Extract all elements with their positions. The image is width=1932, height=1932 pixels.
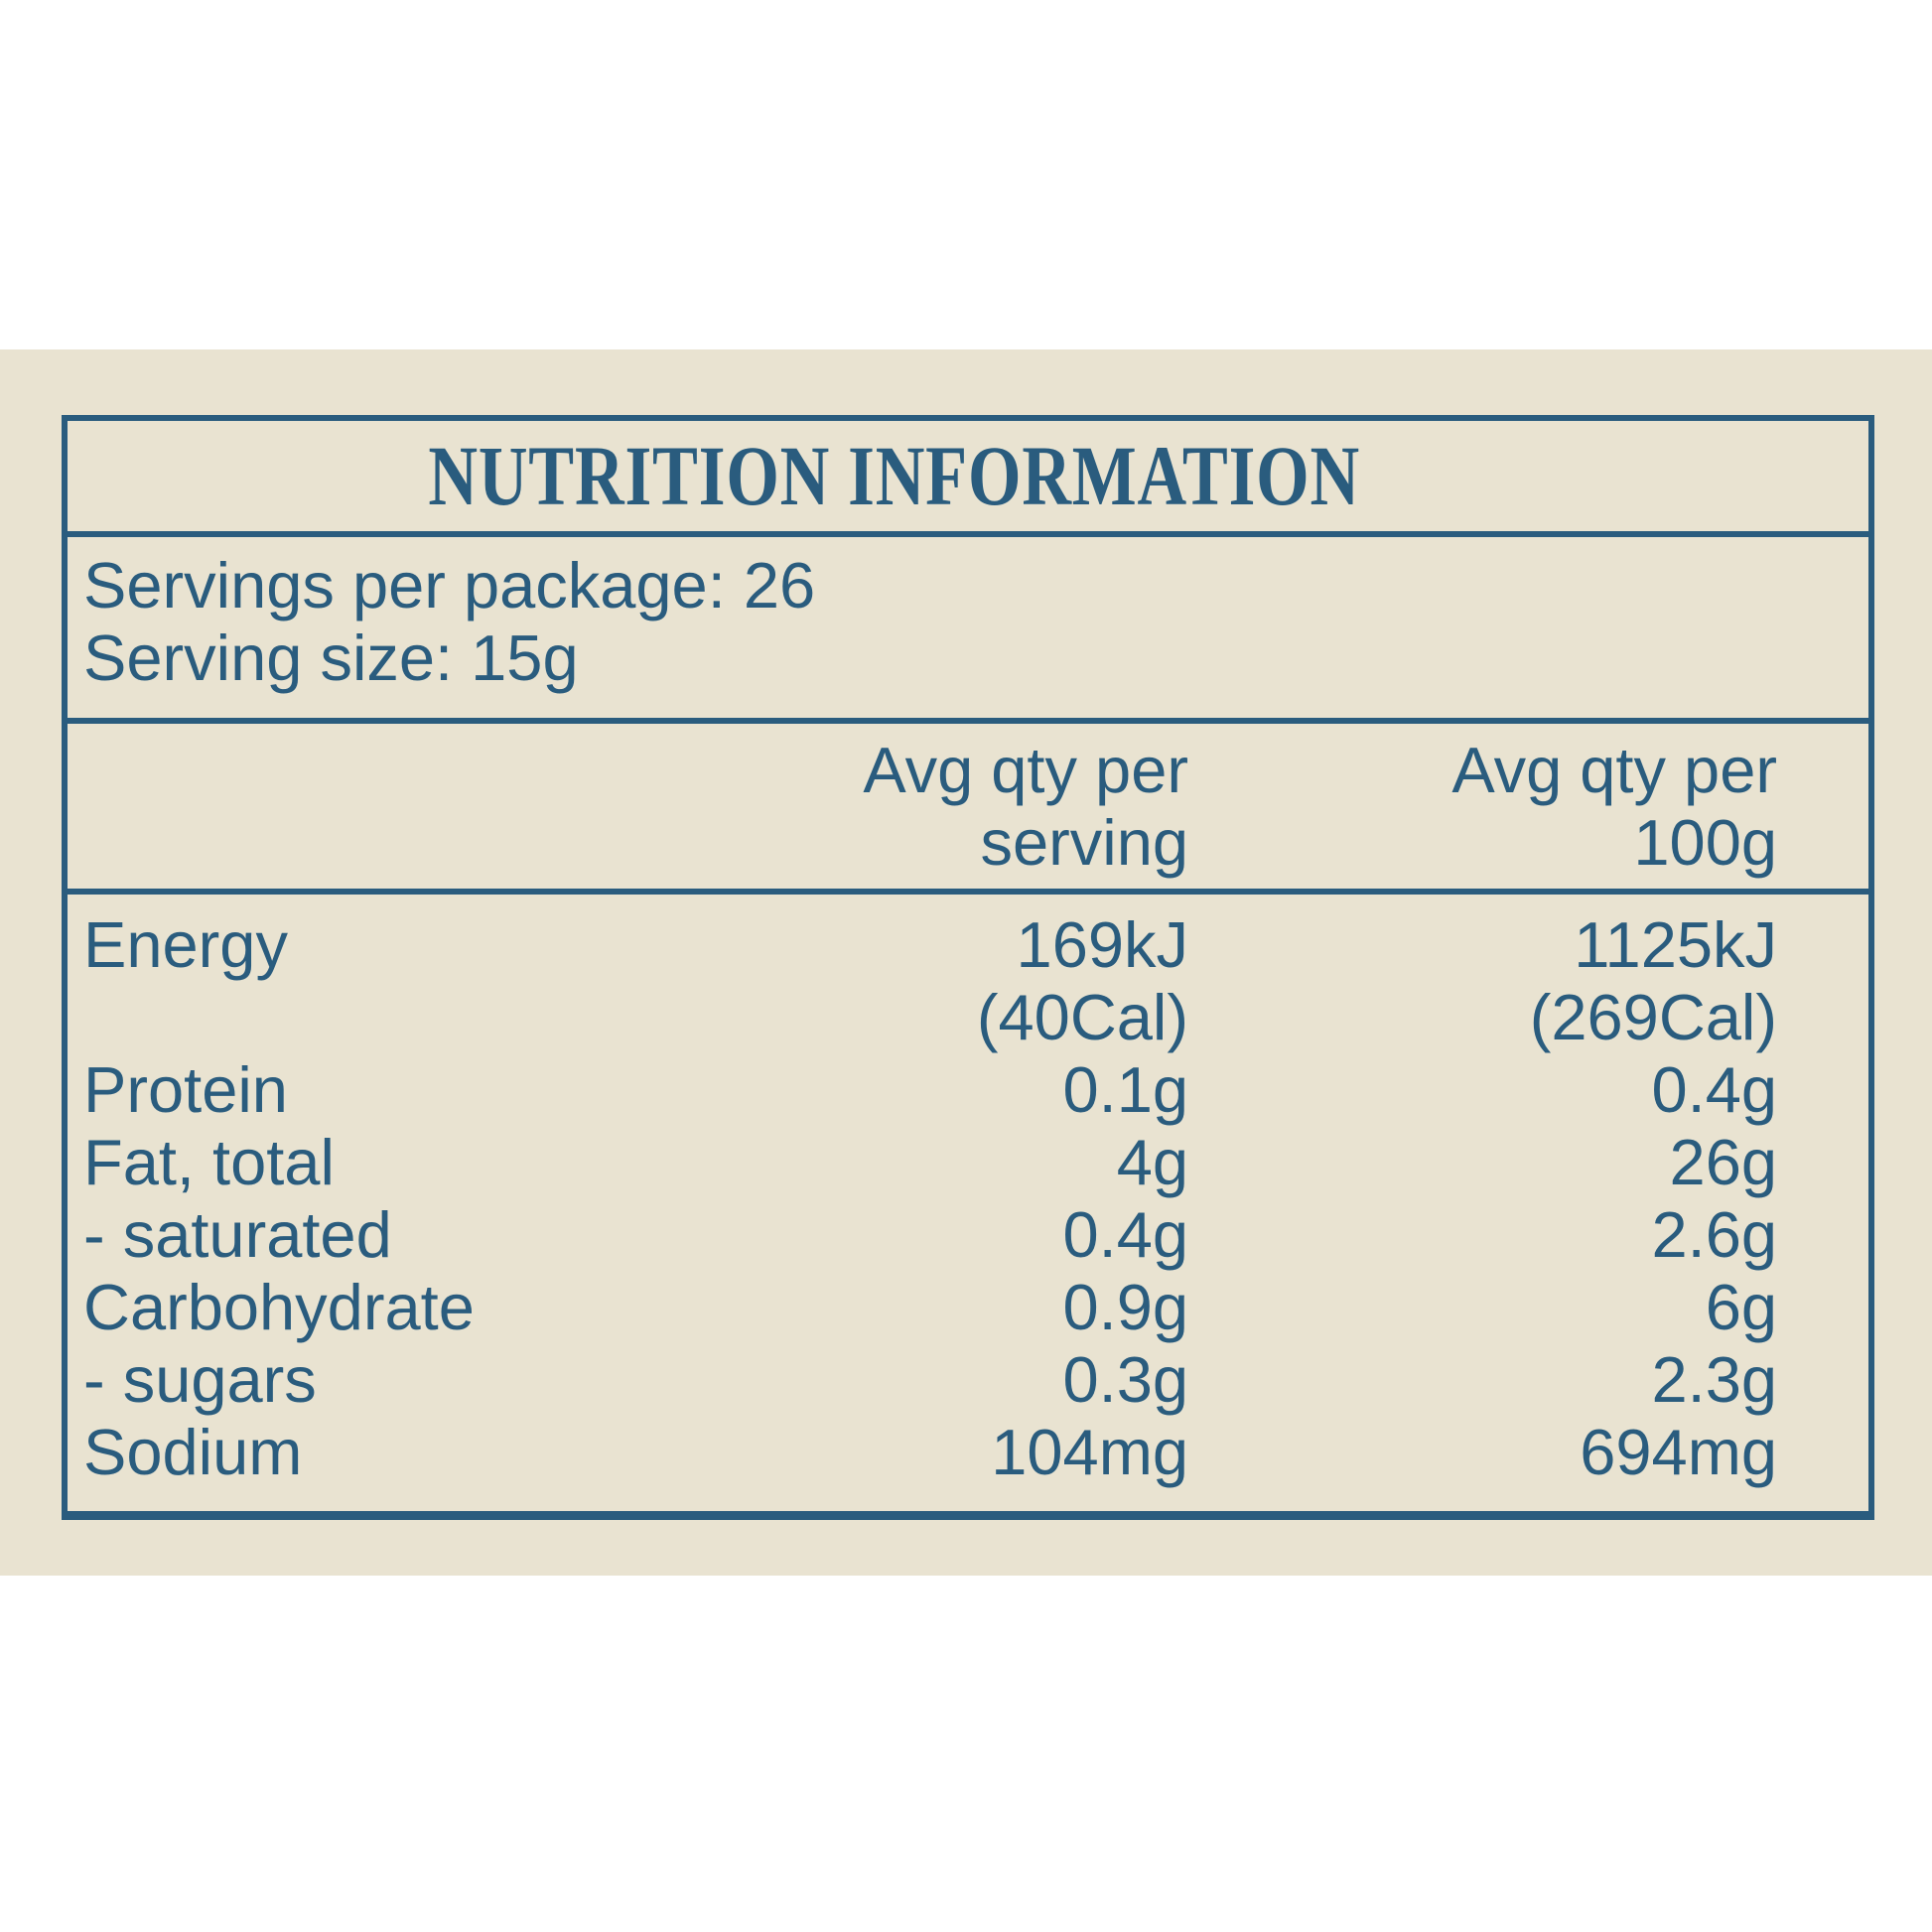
nutrient-qty-per-serving: 0.4g (1062, 1198, 1188, 1271)
nutrient-name: Sodium (83, 1416, 303, 1488)
nutrient-name (83, 981, 600, 1053)
nutrient-name: Protein (83, 1053, 288, 1126)
table-row: - sugars 0.3g 2.3g (68, 1343, 1868, 1416)
nutrient-qty-per-serving: 169kJ (1016, 908, 1188, 981)
per-100g-header-line1: Avg qty per (1451, 734, 1777, 806)
table-row: Sodium 104mg 694mg (68, 1416, 1868, 1488)
column-header-per-100g: Avg qty per 100g (1188, 734, 1777, 889)
table-row: - saturated 0.4g 2.6g (68, 1198, 1868, 1271)
nutrient-name: Carbohydrate (83, 1271, 475, 1343)
table-row: Protein 0.1g 0.4g (68, 1053, 1868, 1126)
nutrient-qty-per-100g: 2.3g (1651, 1343, 1777, 1416)
nutrient-qty-per-serving: 0.1g (1062, 1053, 1188, 1126)
nutrient-name: Energy (83, 908, 288, 981)
nutrient-qty-per-serving: 104mg (991, 1416, 1188, 1488)
nutrition-information-panel: NUTRITION INFORMATION Servings per packa… (62, 415, 1874, 1520)
nutrient-qty-per-100g: 2.6g (1651, 1198, 1777, 1271)
nutrient-qty-per-100g: 1125kJ (1574, 908, 1777, 981)
nutrient-rows-section: Energy 169kJ 1125kJ (40Cal) (269Cal) Pro… (68, 889, 1868, 1511)
nutrient-qty-per-100g: 0.4g (1651, 1053, 1777, 1126)
column-header-per-serving: Avg qty per serving (600, 734, 1188, 889)
serving-info-section: Servings per package: 26 Serving size: 1… (68, 531, 1868, 718)
nutrient-name: Fat, total (83, 1126, 335, 1198)
nutrient-name: - saturated (83, 1198, 392, 1271)
column-header-spacer (83, 734, 600, 889)
servings-per-package-text: Servings per package: 26 (83, 549, 816, 621)
nutrient-qty-per-serving: 0.3g (1062, 1343, 1188, 1416)
nutrient-qty-per-serving: (40Cal) (976, 981, 1188, 1053)
panel-title-row: NUTRITION INFORMATION (68, 421, 1868, 531)
table-row: (40Cal) (269Cal) (68, 981, 1868, 1053)
table-row: Fat, total 4g 26g (68, 1126, 1868, 1198)
nutrient-name: - sugars (83, 1343, 317, 1416)
per-100g-header-line2: 100g (1633, 806, 1777, 879)
table-row: Energy 169kJ 1125kJ (68, 908, 1868, 981)
column-header-row: Avg qty per serving Avg qty per 100g (68, 718, 1868, 889)
panel-title: NUTRITION INFORMATION (428, 428, 1361, 523)
per-serving-header-line1: Avg qty per (863, 734, 1188, 806)
label-background: NUTRITION INFORMATION Servings per packa… (0, 349, 1932, 1576)
nutrient-qty-per-100g: 6g (1705, 1271, 1777, 1343)
nutrient-qty-per-serving: 0.9g (1062, 1271, 1188, 1343)
nutrient-qty-per-100g: 26g (1669, 1126, 1777, 1198)
table-row: Carbohydrate 0.9g 6g (68, 1271, 1868, 1343)
per-serving-header-line2: serving (980, 806, 1188, 879)
nutrient-qty-per-serving: 4g (1116, 1126, 1188, 1198)
nutrient-qty-per-100g: (269Cal) (1529, 981, 1777, 1053)
nutrient-qty-per-100g: 694mg (1580, 1416, 1777, 1488)
serving-size-text: Serving size: 15g (83, 621, 579, 694)
